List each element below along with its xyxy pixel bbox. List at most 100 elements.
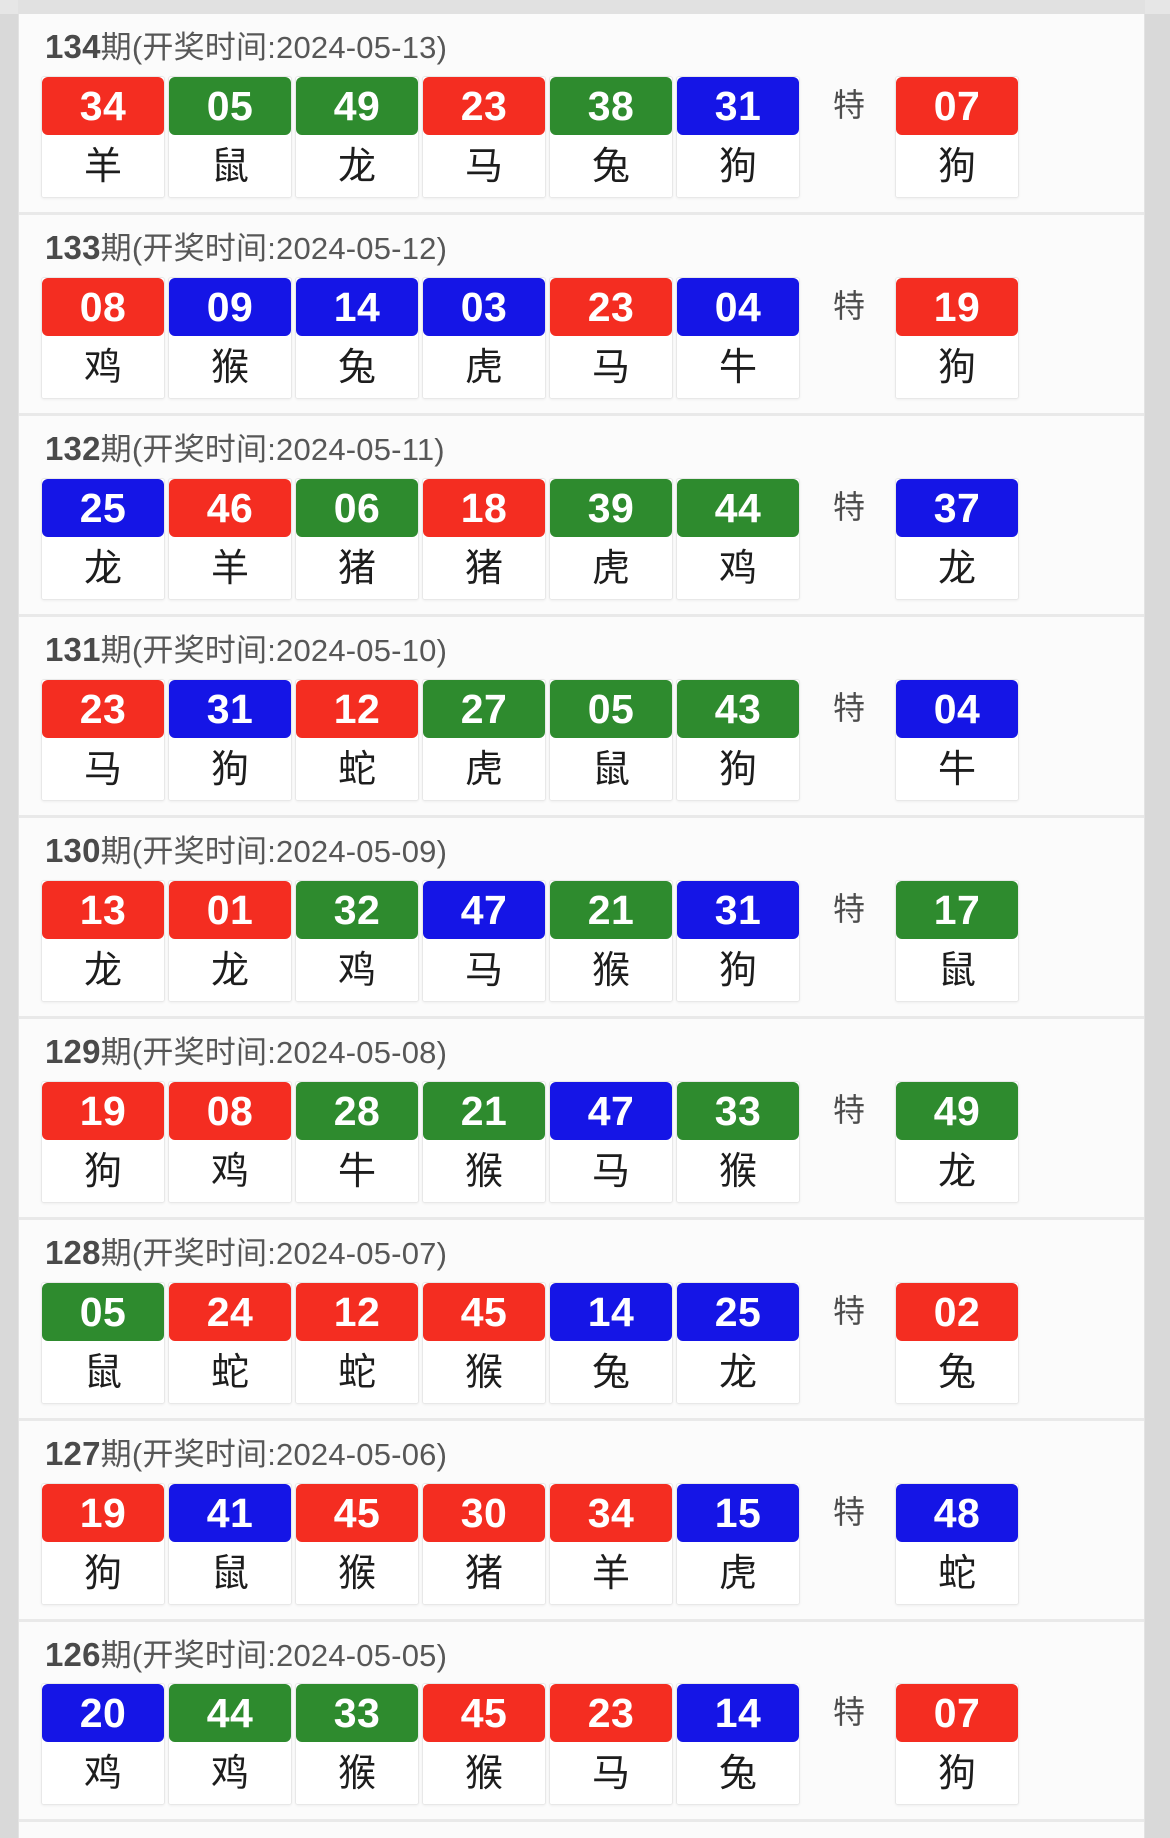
- ball-cell[interactable]: 14 兔: [295, 276, 419, 399]
- ball-number: 44: [677, 478, 799, 537]
- ball-zodiac: 猴: [550, 938, 672, 1001]
- ball-cell[interactable]: 08 鸡: [168, 1080, 292, 1203]
- draw-block[interactable]: 131期(开奖时间:2024-05-10) 23 马 31 狗 12 蛇 27 虎 05 鼠 43 狗特…: [19, 616, 1144, 818]
- ball-cell[interactable]: 06 猪: [295, 477, 419, 600]
- draw-block[interactable]: 127期(开奖时间:2024-05-06) 19 狗 41 鼠 45 猴 30 猪 34 羊 15 虎特…: [19, 1420, 1144, 1622]
- ball-zodiac: 羊: [550, 1541, 672, 1604]
- draw-block[interactable]: 133期(开奖时间:2024-05-12) 08 鸡 09 猴 14 兔 03 虎 23 马 04 牛特…: [19, 214, 1144, 416]
- ball-cell[interactable]: 18 猪: [422, 477, 546, 600]
- ball-cell[interactable]: 04 牛: [676, 276, 800, 399]
- special-ball-cell[interactable]: 04 牛: [895, 678, 1019, 801]
- ball-zodiac: 虎: [423, 335, 545, 398]
- draw-block[interactable]: 126期(开奖时间:2024-05-05) 20 鸡 44 鸡 33 猴 45 猴 23 马 14 兔特…: [19, 1621, 1144, 1823]
- draw-block[interactable]: 128期(开奖时间:2024-05-07) 05 鼠 24 蛇 12 蛇 45 猴 14 兔 25 龙特…: [19, 1219, 1144, 1421]
- special-ball-cell[interactable]: 37 龙: [895, 477, 1019, 600]
- ball-zodiac: 马: [550, 1139, 672, 1202]
- draw-numbers-row: 19 狗 08 鸡 28 牛 21 猴 47 马 33 猴特 49 龙: [19, 1080, 1144, 1217]
- ball-cell[interactable]: 21 猴: [422, 1080, 546, 1203]
- special-ball-number: 17: [896, 880, 1018, 939]
- draw-block[interactable]: 129期(开奖时间:2024-05-08) 19 狗 08 鸡 28 牛 21 猴 47 马 33 猴特…: [19, 1018, 1144, 1220]
- special-label: 特: [832, 889, 865, 928]
- ball-cell[interactable]: 47 马: [549, 1080, 673, 1203]
- special-ball-cell[interactable]: 49 龙: [895, 1080, 1019, 1203]
- ball-cell[interactable]: 44 鸡: [168, 1683, 292, 1806]
- ball-cell[interactable]: 44 鸡: [676, 477, 800, 600]
- ball-cell[interactable]: 12 蛇: [295, 1281, 419, 1404]
- ball-number: 12: [296, 1282, 418, 1341]
- ball-cell[interactable]: 01 龙: [168, 879, 292, 1002]
- ball-cell[interactable]: 47 马: [422, 879, 546, 1002]
- draw-issue-number: 133: [45, 228, 101, 266]
- ball-cell[interactable]: 19 狗: [41, 1080, 165, 1203]
- ball-cell[interactable]: 33 猴: [295, 1683, 419, 1806]
- ball-cell[interactable]: 34 羊: [41, 75, 165, 198]
- ball-number: 23: [550, 1684, 672, 1743]
- ball-cell[interactable]: 15 虎: [676, 1482, 800, 1605]
- ball-cell[interactable]: 23 马: [549, 276, 673, 399]
- special-ball-cell[interactable]: 17 鼠: [895, 879, 1019, 1002]
- ball-cell[interactable]: 25 龙: [676, 1281, 800, 1404]
- special-ball-cell[interactable]: 19 狗: [895, 276, 1019, 399]
- ball-cell[interactable]: 31 狗: [676, 75, 800, 198]
- ball-cell[interactable]: 14 兔: [676, 1683, 800, 1806]
- special-ball-cell[interactable]: 48 蛇: [895, 1482, 1019, 1605]
- ball-zodiac: 鸡: [42, 1742, 164, 1805]
- ball-cell[interactable]: 46 羊: [168, 477, 292, 600]
- ball-cell[interactable]: 31 狗: [168, 678, 292, 801]
- draw-block[interactable]: 125期(开奖时间:2024-05-04)特: [19, 1822, 1144, 1838]
- special-ball-cell[interactable]: 07 狗: [895, 75, 1019, 198]
- ball-cell[interactable]: 28 牛: [295, 1080, 419, 1203]
- ball-cell[interactable]: 12 蛇: [295, 678, 419, 801]
- draw-list-card: 134期(开奖时间:2024-05-13) 34 羊 05 鼠 49 龙 23 马 38 兔 31 狗特…: [18, 14, 1145, 1838]
- ball-zodiac: 猴: [296, 1541, 418, 1604]
- ball-number: 18: [423, 478, 545, 537]
- ball-cell[interactable]: 45 猴: [295, 1482, 419, 1605]
- ball-cell[interactable]: 49 龙: [295, 75, 419, 198]
- ball-zodiac: 虎: [423, 737, 545, 800]
- draw-numbers-row: 05 鼠 24 蛇 12 蛇 45 猴 14 兔 25 龙特 02 兔: [19, 1281, 1144, 1418]
- ball-cell[interactable]: 33 猴: [676, 1080, 800, 1203]
- ball-cell[interactable]: 34 羊: [549, 1482, 673, 1605]
- ball-cell[interactable]: 05 鼠: [549, 678, 673, 801]
- ball-cell[interactable]: 45 猴: [422, 1281, 546, 1404]
- ball-cell[interactable]: 14 兔: [549, 1281, 673, 1404]
- ball-cell[interactable]: 45 猴: [422, 1683, 546, 1806]
- ball-cell[interactable]: 03 虎: [422, 276, 546, 399]
- ball-zodiac: 狗: [677, 134, 799, 197]
- ball-cell[interactable]: 43 狗: [676, 678, 800, 801]
- ball-cell[interactable]: 23 马: [549, 1683, 673, 1806]
- ball-number: 05: [169, 76, 291, 135]
- ball-number: 33: [296, 1684, 418, 1743]
- draw-issue-number: 130: [45, 831, 101, 869]
- ball-cell[interactable]: 41 鼠: [168, 1482, 292, 1605]
- draw-numbers-row: 34 羊 05 鼠 49 龙 23 马 38 兔 31 狗特 07 狗: [19, 75, 1144, 212]
- ball-cell[interactable]: 31 狗: [676, 879, 800, 1002]
- special-ball-cell[interactable]: 07 狗: [895, 1683, 1019, 1806]
- ball-cell[interactable]: 38 兔: [549, 75, 673, 198]
- ball-cell[interactable]: 08 鸡: [41, 276, 165, 399]
- ball-number: 03: [423, 277, 545, 336]
- ball-cell[interactable]: 30 猪: [422, 1482, 546, 1605]
- draw-issue-number: 131: [45, 630, 101, 668]
- ball-cell[interactable]: 23 马: [422, 75, 546, 198]
- ball-cell[interactable]: 23 马: [41, 678, 165, 801]
- ball-cell[interactable]: 21 猴: [549, 879, 673, 1002]
- ball-cell[interactable]: 27 虎: [422, 678, 546, 801]
- ball-cell[interactable]: 25 龙: [41, 477, 165, 600]
- ball-cell[interactable]: 32 鸡: [295, 879, 419, 1002]
- ball-cell[interactable]: 13 龙: [41, 879, 165, 1002]
- special-ball-cell[interactable]: 02 兔: [895, 1281, 1019, 1404]
- ball-cell[interactable]: 20 鸡: [41, 1683, 165, 1806]
- special-ball-number: 02: [896, 1282, 1018, 1341]
- ball-cell[interactable]: 19 狗: [41, 1482, 165, 1605]
- ball-number: 47: [550, 1081, 672, 1140]
- ball-cell[interactable]: 39 虎: [549, 477, 673, 600]
- ball-cell[interactable]: 05 鼠: [168, 75, 292, 198]
- draw-block[interactable]: 134期(开奖时间:2024-05-13) 34 羊 05 鼠 49 龙 23 马 38 兔 31 狗特…: [19, 14, 1144, 215]
- ball-cell[interactable]: 09 猴: [168, 276, 292, 399]
- draw-block[interactable]: 130期(开奖时间:2024-05-09) 13 龙 01 龙 32 鸡 47 马 21 猴 31 狗特…: [19, 817, 1144, 1019]
- draw-block[interactable]: 132期(开奖时间:2024-05-11) 25 龙 46 羊 06 猪 18 猪 39 虎 44 鸡特…: [19, 415, 1144, 617]
- ball-cell[interactable]: 05 鼠: [41, 1281, 165, 1404]
- draw-header: 133期(开奖时间:2024-05-12): [19, 215, 1144, 277]
- ball-cell[interactable]: 24 蛇: [168, 1281, 292, 1404]
